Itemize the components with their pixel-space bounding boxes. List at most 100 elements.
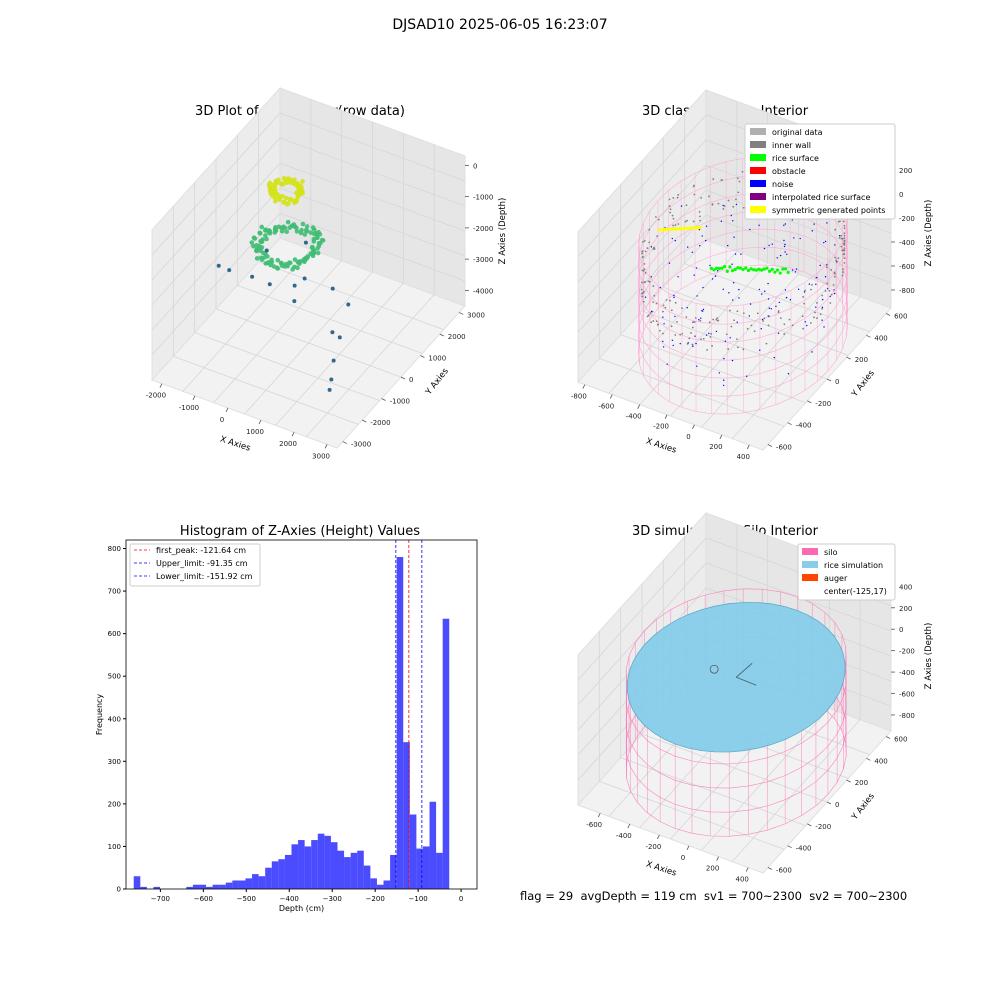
p2-ytick — [826, 378, 832, 382]
p2-legend-swatch — [750, 193, 766, 200]
p2-noise-point — [829, 295, 831, 298]
p2-symmetric-point — [676, 227, 681, 231]
p1-ring-point — [252, 236, 258, 241]
p2-inner-wall-point — [681, 332, 684, 335]
p4-xtick — [657, 834, 660, 840]
p2-inner-wall-point — [840, 237, 843, 240]
p2-symmetric-point — [682, 226, 686, 231]
p2-inner-wall-point — [842, 249, 845, 252]
p2-inner-wall-point — [640, 288, 643, 291]
p2-symmetric-point — [685, 226, 689, 230]
p2-rice-surface-point — [717, 266, 721, 271]
p2-inner-wall-point — [648, 228, 651, 231]
p2-inner-wall-point — [699, 319, 702, 322]
p1-ring-point — [302, 232, 308, 237]
histogram-ytick-label: 600 — [108, 630, 121, 638]
p2-inner-wall-point — [641, 252, 643, 255]
histogram-ytick-label: 100 — [108, 843, 121, 851]
p2-xlabel: X Axies — [645, 436, 678, 455]
p2-inner-wall-point — [691, 326, 694, 329]
p2-noise-point — [771, 243, 773, 245]
p1-xtick-label: 0 — [220, 416, 224, 424]
p2-noise-point — [748, 315, 750, 317]
p1-ytick-label: 3000 — [467, 311, 485, 319]
p2-inner-wall-point — [843, 224, 846, 227]
p2-inner-wall-point — [829, 302, 832, 304]
p2-ytick-label: 600 — [894, 312, 907, 320]
p2-rice-surface-point — [768, 269, 772, 273]
p2-inner-wall-point — [676, 196, 679, 199]
p1-grid-z2 — [279, 112, 466, 182]
p2-inner-wall-point — [819, 313, 822, 316]
p2-xtick-label: -600 — [598, 403, 614, 411]
p4-ytick-label: 600 — [894, 735, 907, 743]
p2-inner-wall-point — [843, 253, 846, 255]
p1-ring-point — [269, 259, 275, 265]
p2-inner-wall-point — [662, 332, 664, 335]
p2-noise-point — [823, 326, 825, 328]
p1-ring-point — [304, 224, 310, 229]
p2-xtick — [582, 384, 586, 389]
p2-inner-wall-point — [670, 309, 673, 312]
p2-ytick — [767, 444, 773, 447]
p2-noise-point — [732, 282, 735, 284]
p2-noise-point — [687, 342, 689, 344]
p1-ring-point — [273, 198, 278, 204]
p2-rice-surface-point — [715, 266, 719, 270]
p1-ring-point — [287, 260, 293, 266]
p1-ytick — [342, 441, 347, 444]
p4-xtick-label: -600 — [586, 821, 602, 829]
histogram-bar — [219, 884, 226, 889]
p2-inner-wall-point — [791, 324, 794, 327]
histogram-chart: −700 −600 −500 −400 −300 −200 −100 0 0 100 200 300 4… — [95, 539, 478, 913]
p2-noise-point — [795, 268, 798, 270]
p1-ytick-label: 1000 — [428, 354, 446, 362]
p2-inner-wall-point — [644, 250, 647, 253]
histogram-bar — [337, 850, 345, 889]
p2-legend-swatch — [750, 167, 766, 174]
p2-legend-label: obstacle — [772, 167, 806, 176]
p2-noise-point — [761, 293, 763, 295]
p2-noise-point — [662, 346, 665, 348]
p2-inner-wall-point — [700, 196, 703, 199]
p1-ytick — [439, 333, 444, 337]
p2-noise-point — [696, 365, 698, 367]
p1-xtick — [258, 419, 262, 425]
histogram-bar — [206, 886, 213, 889]
p1-ztick-label: -4000 — [473, 287, 493, 295]
histogram-bar — [403, 742, 410, 889]
p2-noise-point — [823, 241, 825, 244]
p2-inner-wall-point — [843, 247, 846, 249]
p1-xtick — [159, 383, 163, 388]
p2-noise-point — [698, 319, 700, 321]
p2-inner-wall-point — [677, 223, 680, 225]
p2-inner-wall-point — [842, 268, 844, 271]
p1-outlier-point — [329, 377, 334, 382]
p2-noise-point — [779, 254, 782, 257]
p2-noise-point — [731, 359, 734, 362]
status-line: flag = 29 avgDepth = 119 cm sv1 = 700~23… — [520, 889, 908, 903]
p2-noise-point — [723, 379, 725, 381]
p2-inner-wall-point — [833, 271, 836, 274]
histogram-bar — [350, 852, 358, 889]
p4-ztick-label: -400 — [899, 669, 915, 677]
p2-noise-point — [718, 372, 721, 374]
p1-ring-point — [295, 265, 300, 271]
p2-legend-swatch — [750, 141, 766, 148]
p2-inner-wall-point — [690, 332, 692, 334]
p2-symmetric-point — [687, 226, 691, 230]
p2-ztick-label: -800 — [899, 287, 915, 295]
p2-inner-wall-point — [824, 290, 827, 292]
histogram-bar — [376, 884, 384, 889]
p2-noise-point — [693, 274, 695, 276]
p2-inner-wall-point — [655, 302, 658, 305]
p1-outlier-point — [303, 240, 308, 245]
p4-legend-swatch — [802, 548, 818, 555]
p2-noise-point — [763, 247, 766, 250]
histogram-xtick-label: −300 — [323, 895, 342, 903]
p2-ytick — [866, 334, 871, 338]
p4-ytick — [866, 757, 871, 761]
p2-xtick — [609, 394, 613, 399]
p2-inner-wall-point — [644, 272, 647, 274]
p2-noise-point — [701, 309, 703, 312]
